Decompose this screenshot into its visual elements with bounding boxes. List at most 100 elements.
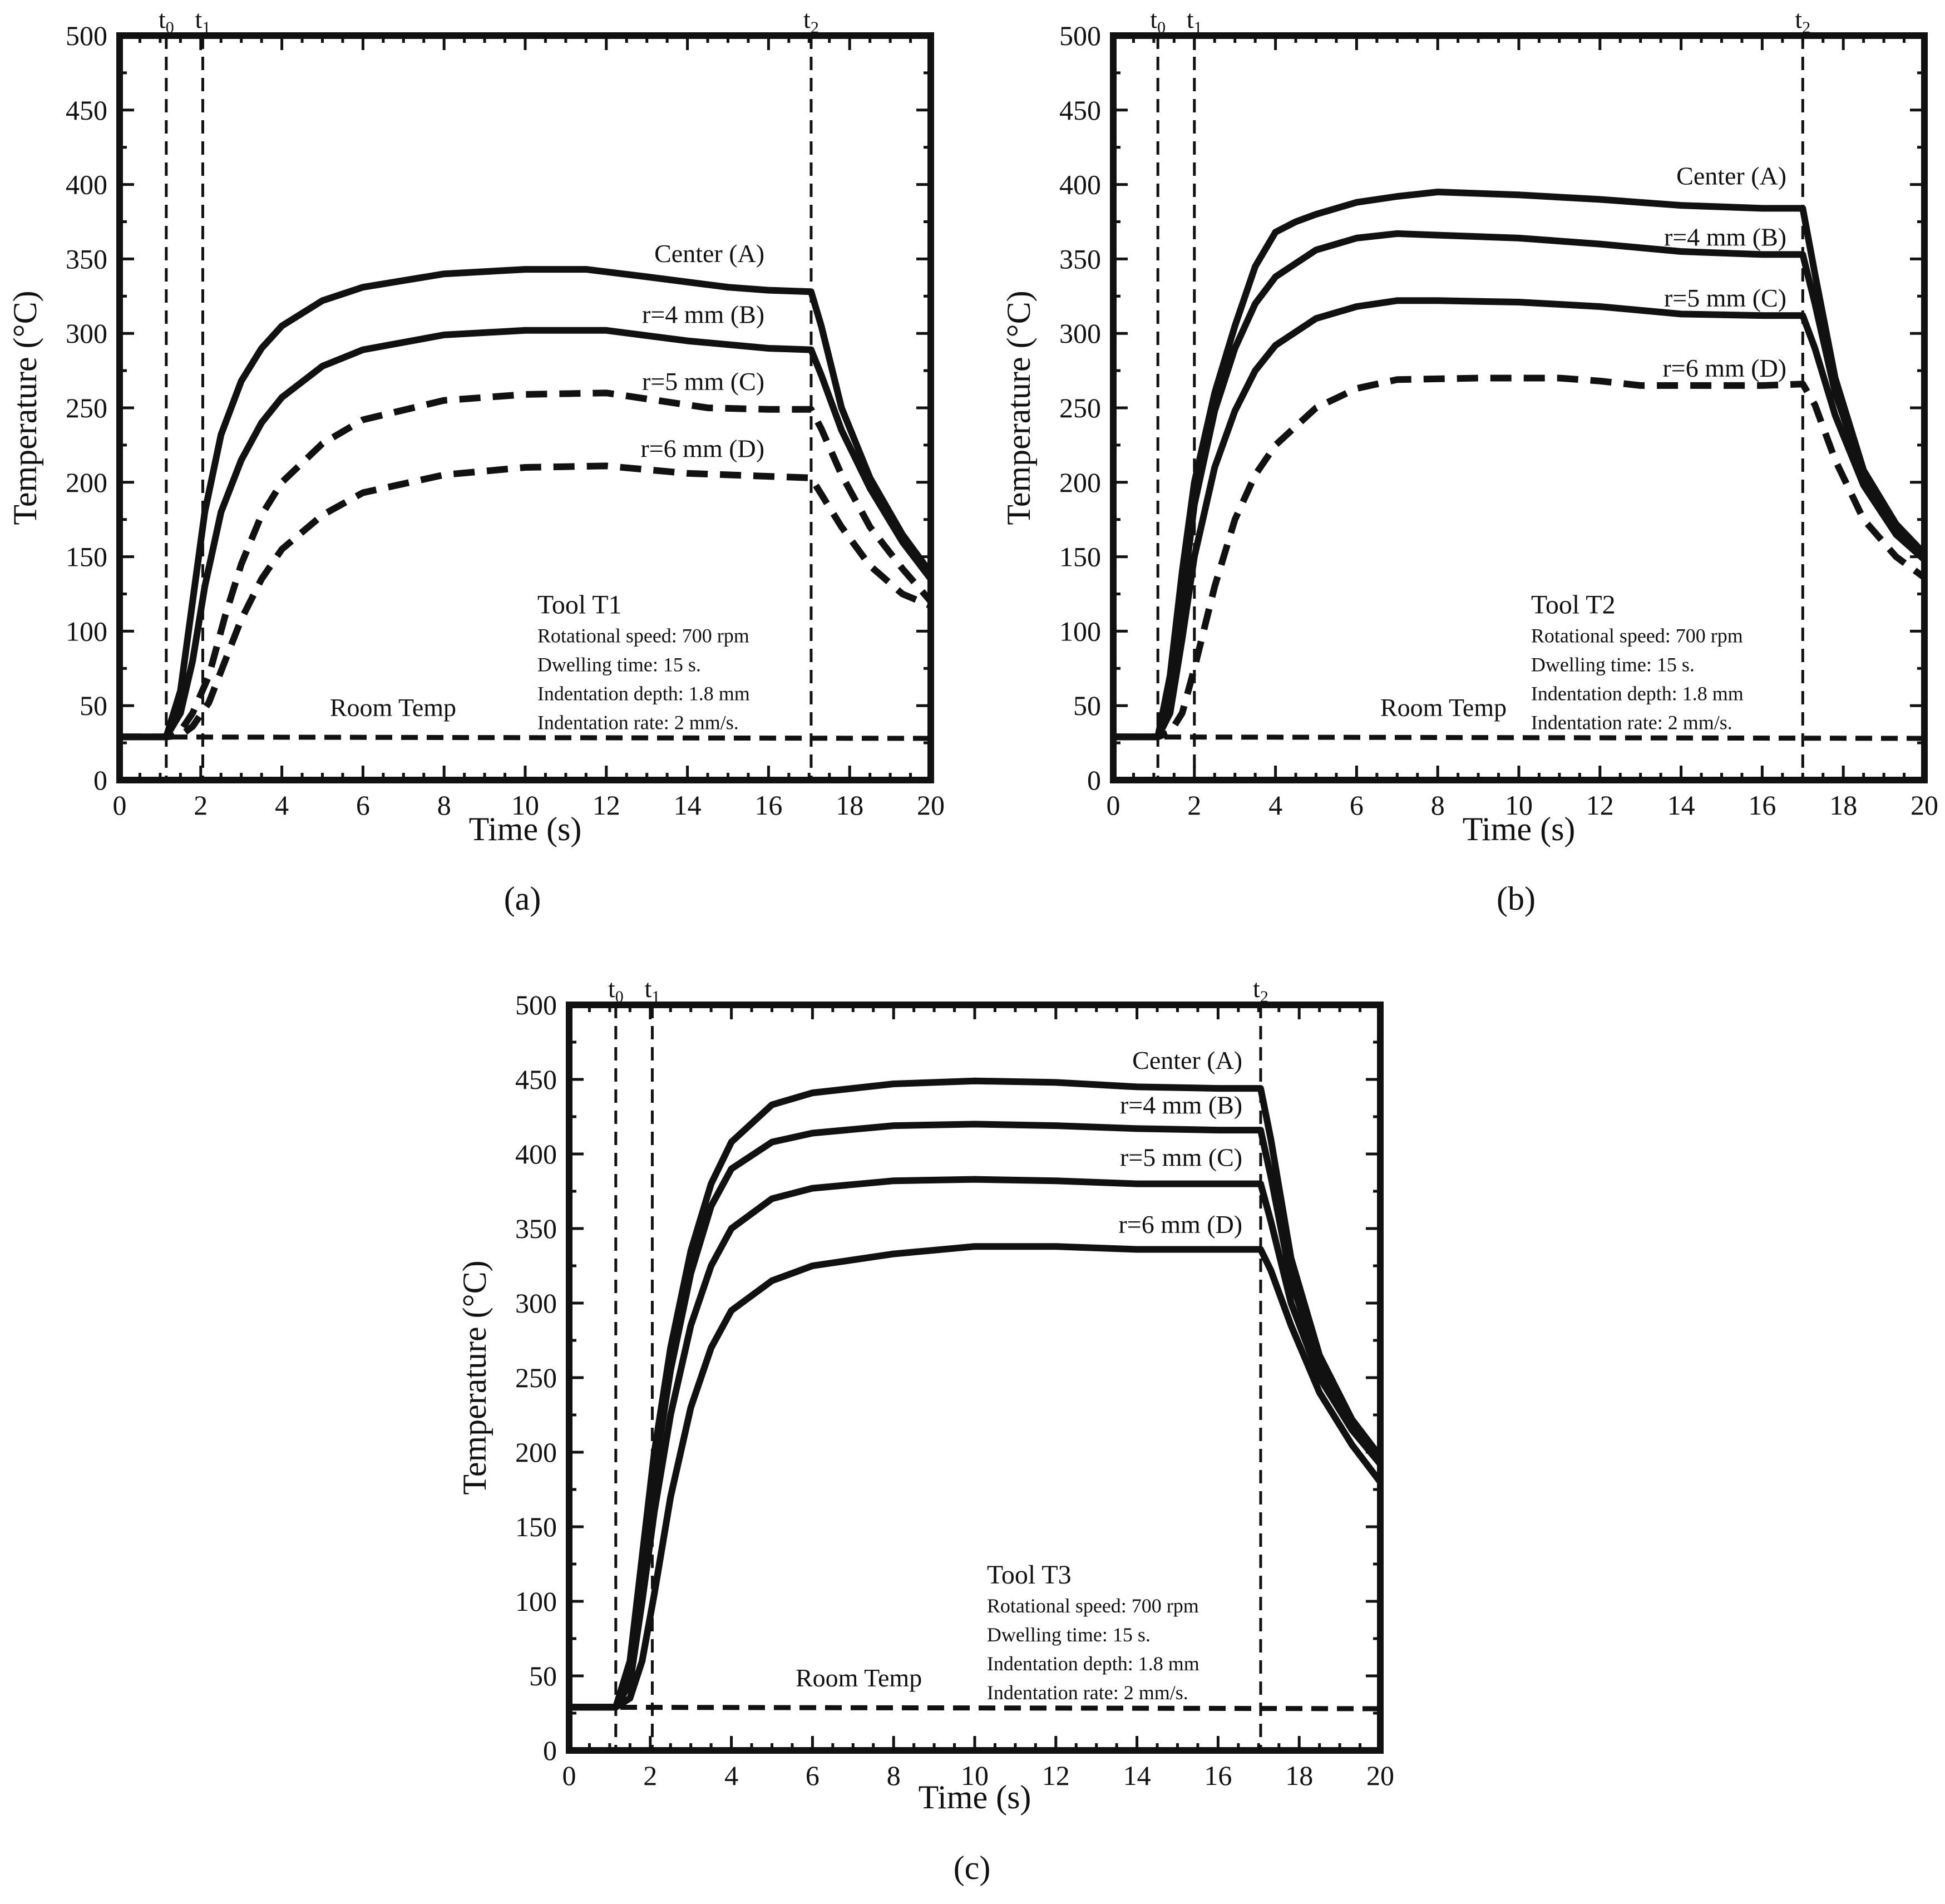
- x-tick-label: 12: [593, 790, 620, 821]
- x-tick-label: 16: [1748, 790, 1776, 821]
- event-marker-subscript: 0: [166, 18, 174, 37]
- y-tick-label: 300: [1059, 318, 1101, 349]
- parameter-note: Rotational speed: 700 rpm: [1531, 624, 1743, 647]
- series-line: [119, 734, 931, 741]
- y-tick-label: 50: [1073, 690, 1101, 721]
- y-tick-label: 400: [66, 169, 107, 200]
- x-tick-label: 20: [1366, 1760, 1394, 1791]
- y-axis-label: Temperature (°C): [7, 290, 43, 525]
- x-axis-label: Time (s): [919, 1779, 1031, 1816]
- x-tick-label: 18: [1285, 1760, 1313, 1791]
- series-line: [120, 327, 934, 741]
- event-marker-label: t1: [1187, 5, 1202, 37]
- x-tick-label: 2: [1187, 790, 1201, 821]
- event-marker-name: t: [1187, 5, 1194, 33]
- x-tick-label: 10: [511, 790, 539, 821]
- parameter-note: Indentation rate: 2 mm/s.: [537, 711, 739, 733]
- series-label: r=4 mm (B): [1664, 223, 1786, 251]
- event-marker-label: t1: [645, 974, 660, 1006]
- event-marker-subscript: 1: [1194, 18, 1202, 37]
- y-tick-label: 0: [543, 1735, 557, 1766]
- x-tick-label: 0: [562, 1760, 576, 1791]
- x-tick-label: 12: [1042, 1760, 1070, 1791]
- plot-frame: [1110, 32, 1928, 783]
- y-axis-label: Temperature (°C): [1000, 290, 1037, 525]
- x-axis-label: Time (s): [469, 811, 582, 847]
- x-tick-label: 12: [1586, 790, 1614, 821]
- series-line: [1113, 297, 1927, 741]
- room-temp-label: Room Temp: [330, 693, 456, 722]
- event-marker-name: t: [608, 974, 615, 1003]
- x-tick-label: 2: [194, 790, 208, 821]
- room-temp-label: Room Temp: [1380, 693, 1507, 722]
- chart-panel: 0 2 4 6 8 10 12 14 16 18 2005010015020025030035040…: [456, 974, 1394, 1886]
- x-tick-label: 6: [1350, 790, 1364, 821]
- series-label: Center (A): [1676, 162, 1786, 190]
- y-tick-label: 100: [66, 615, 107, 647]
- series-label: r=5 mm (C): [1120, 1143, 1242, 1171]
- event-marker-name: t: [159, 5, 166, 33]
- series-line: [569, 1243, 1383, 1711]
- series-line: [569, 1121, 1383, 1711]
- x-tick-label: 10: [1505, 790, 1533, 821]
- series-label: r=5 mm (C): [1664, 284, 1786, 312]
- plot-frame: [116, 32, 934, 783]
- event-marker-name: t: [1253, 974, 1260, 1003]
- y-tick-label: 500: [515, 989, 557, 1020]
- series-line: [1113, 189, 1927, 741]
- tool-label: Tool T1: [537, 590, 622, 619]
- event-marker-subscript: 0: [615, 988, 624, 1006]
- parameter-note: Dwelling time: 15 s.: [987, 1624, 1151, 1646]
- x-tick-label: 16: [1204, 1760, 1232, 1791]
- event-marker-name: t: [1150, 5, 1157, 33]
- series-line: [120, 266, 934, 741]
- series-label: r=6 mm (D): [640, 434, 764, 462]
- series-label: Center (A): [654, 239, 764, 268]
- event-marker-subscript: 2: [1260, 988, 1268, 1006]
- parameter-note: Indentation depth: 1.8 mm: [987, 1653, 1199, 1675]
- x-tick-label: 2: [643, 1760, 657, 1791]
- y-tick-label: 100: [1059, 615, 1101, 647]
- series-label: r=4 mm (B): [1120, 1091, 1242, 1119]
- event-marker-subscript: 1: [202, 18, 210, 37]
- parameter-note: Indentation depth: 1.8 mm: [537, 682, 750, 704]
- event-marker-label: t2: [803, 5, 819, 37]
- event-marker-label: t0: [1150, 5, 1166, 37]
- x-tick-label: 10: [961, 1760, 989, 1791]
- y-axis-label: Temperature (°C): [456, 1260, 493, 1494]
- y-tick-label: 500: [66, 20, 107, 51]
- event-marker-name: t: [645, 974, 652, 1003]
- series-label: r=6 mm (D): [1662, 354, 1786, 382]
- event-marker-label: t1: [195, 5, 211, 37]
- x-tick-label: 0: [1107, 790, 1120, 821]
- chart-panel: 0 2 4 6 8 10 12 14 16 18 2005010015020025030035040…: [1000, 5, 1938, 917]
- event-marker-name: t: [803, 5, 811, 33]
- y-tick-label: 100: [515, 1586, 557, 1617]
- series-line: [120, 389, 934, 741]
- y-tick-label: 150: [515, 1511, 557, 1542]
- event-marker-label: t0: [159, 5, 174, 37]
- y-tick-label: 300: [515, 1288, 557, 1319]
- series-line: [1113, 374, 1927, 741]
- panel-label: (b): [1497, 880, 1536, 917]
- series-line: [1113, 734, 1925, 741]
- series-line: [1113, 230, 1927, 741]
- event-marker-label: t0: [608, 974, 624, 1006]
- y-tick-label: 150: [66, 541, 107, 573]
- room-temp-label: Room Temp: [796, 1664, 922, 1692]
- event-marker-subscript: 2: [1802, 18, 1810, 37]
- y-tick-label: 350: [1059, 243, 1101, 274]
- x-tick-label: 8: [887, 1760, 901, 1791]
- event-marker-subscript: 0: [1157, 18, 1166, 37]
- y-tick-label: 250: [1059, 392, 1101, 423]
- x-axis-label: Time (s): [1463, 811, 1576, 847]
- parameter-note: Dwelling time: 15 s.: [1531, 653, 1695, 675]
- chart-panel: 0 2 4 6 8 10 12 14 16 18 2005010015020025030035040…: [7, 5, 945, 917]
- y-tick-label: 50: [529, 1660, 557, 1691]
- y-tick-label: 350: [66, 243, 107, 274]
- x-tick-label: 4: [724, 1760, 738, 1791]
- y-tick-label: 350: [515, 1213, 557, 1244]
- y-tick-label: 200: [515, 1437, 557, 1468]
- tool-label: Tool T2: [1531, 590, 1616, 619]
